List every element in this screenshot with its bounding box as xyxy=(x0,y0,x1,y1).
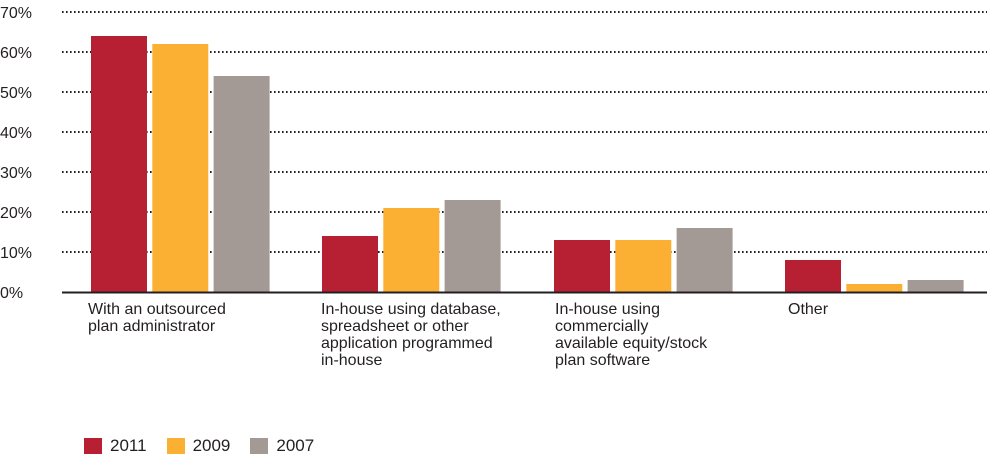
bar-2009 xyxy=(152,44,209,292)
legend-label: 2009 xyxy=(192,436,231,455)
category-label: Other xyxy=(788,301,829,318)
legend-swatch-2007 xyxy=(250,438,269,454)
y-tick-label: 0% xyxy=(0,285,23,302)
bar-2009 xyxy=(615,240,672,292)
bar-2009 xyxy=(383,208,440,292)
y-tick-label: 20% xyxy=(0,205,32,222)
y-tick-label: 30% xyxy=(0,165,32,182)
legend-label: 2011 xyxy=(110,436,147,455)
y-tick-label: 60% xyxy=(0,45,32,62)
category-label: In-house using commercially available eq… xyxy=(555,301,708,369)
legend: 2011 2009 2007 xyxy=(84,437,334,455)
bar-2011 xyxy=(785,260,841,292)
legend-label: 2007 xyxy=(276,436,315,455)
bar-2009 xyxy=(846,284,903,292)
legend-item: 2009 xyxy=(166,436,231,455)
bar-2007 xyxy=(444,200,501,292)
legend-item: 2007 xyxy=(250,437,314,455)
bar-2011 xyxy=(554,240,610,292)
y-tick-label: 40% xyxy=(0,125,32,142)
bar-2011 xyxy=(322,236,378,292)
category-label: With an outsourced plan administrator xyxy=(88,301,226,335)
y-tick-label: 10% xyxy=(0,245,32,262)
bar-2007 xyxy=(213,76,270,292)
bars xyxy=(91,36,964,292)
bar-2011 xyxy=(91,36,147,292)
y-tick-label: 70% xyxy=(0,5,32,22)
category-label: In-house using database, spreadsheet or … xyxy=(321,301,501,369)
y-axis-ticks: 0% 10% 20% 30% 40% 50% 60% 70% xyxy=(0,5,32,302)
bar-2007 xyxy=(907,280,964,292)
legend-swatch-2009 xyxy=(166,438,185,454)
y-tick-label: 50% xyxy=(0,85,32,102)
bar-2007 xyxy=(676,228,733,292)
legend-item: 2011 xyxy=(84,437,147,455)
legend-swatch-2011 xyxy=(84,438,102,454)
